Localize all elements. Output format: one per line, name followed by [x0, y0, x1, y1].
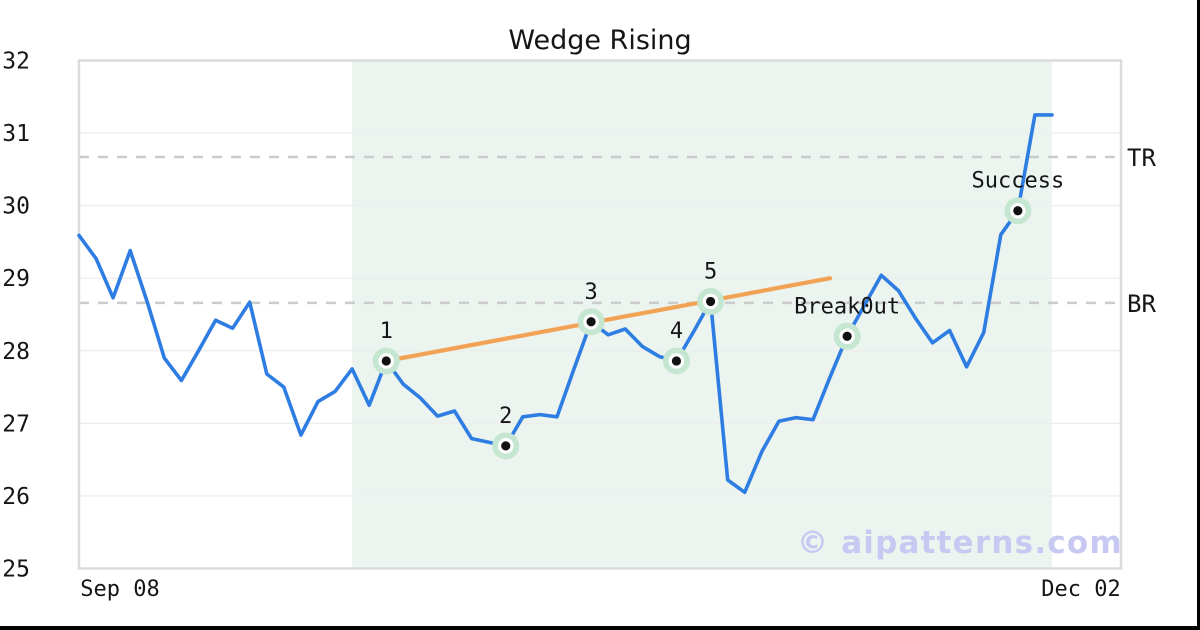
pivot-dot-success — [1013, 206, 1023, 216]
pivot-label-break0ut: Break0ut — [794, 294, 900, 319]
pivot-label-1: 1 — [380, 319, 393, 344]
y-tick-label-32: 32 — [2, 49, 30, 75]
pivot-dot-2 — [501, 441, 511, 451]
plot-border — [77, 59, 1123, 570]
y-tick-label-26: 26 — [2, 484, 30, 510]
wedge-trendline — [384, 276, 833, 364]
y-tick-label-30: 30 — [2, 194, 30, 220]
pivot-dot-5 — [705, 296, 716, 307]
x-tick-label-0: Sep 08 — [80, 577, 159, 602]
pivot-dot-break0ut — [842, 331, 852, 341]
pivot-dot-1 — [381, 356, 391, 366]
pivot-label-2: 2 — [499, 404, 512, 429]
level-label-tr: TR — [1127, 144, 1156, 172]
y-tick-label-25: 25 — [2, 557, 30, 583]
pivot-dot-3 — [586, 317, 596, 327]
y-tick-label-31: 31 — [2, 121, 30, 147]
x-tick-label-1: Dec 02 — [1041, 577, 1120, 602]
price-line — [77, 113, 1054, 495]
pivot-label-success: Success — [971, 169, 1064, 194]
watermark-text: © aipatterns.com — [797, 525, 1123, 561]
chart-title: Wedge Rising — [508, 25, 692, 56]
y-tick-label-28: 28 — [2, 339, 30, 365]
y-tick-label-29: 29 — [2, 266, 30, 292]
level-label-br: BR — [1127, 290, 1156, 318]
pivot-label-3: 3 — [584, 280, 597, 305]
frame-bottom-border — [0, 626, 1200, 630]
y-tick-label-27: 27 — [2, 411, 30, 437]
pivot-label-4: 4 — [670, 319, 683, 344]
pivot-dot-4 — [671, 356, 682, 366]
pivot-label-5: 5 — [704, 259, 717, 284]
frame-right-border — [1197, 0, 1200, 630]
